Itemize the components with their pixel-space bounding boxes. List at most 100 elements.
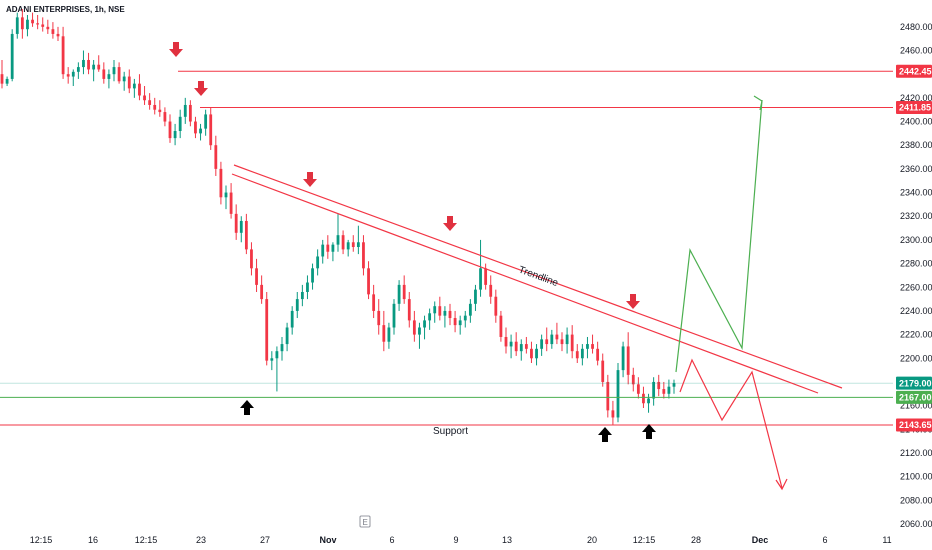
price-tick-label: 2220.00 <box>900 330 932 340</box>
candle-body <box>148 100 152 105</box>
events-icon-glyph: E <box>363 518 368 527</box>
candle-body <box>484 268 488 285</box>
candle-body <box>530 348 533 359</box>
candle-body <box>117 67 121 82</box>
candle-body <box>15 17 19 34</box>
candle-body <box>61 36 65 75</box>
up-arrows <box>240 400 656 442</box>
events-marker[interactable]: E <box>359 515 371 528</box>
candle-body <box>463 315 467 321</box>
resistance-2-badge-label: 2411.85 <box>899 103 931 113</box>
candle-body <box>509 341 513 347</box>
candle-body <box>270 358 274 361</box>
candle-body <box>367 268 370 295</box>
candle-body <box>229 192 233 214</box>
time-tick-label: 16 <box>88 535 98 545</box>
candle-body <box>102 69 106 79</box>
candle-body <box>596 348 600 361</box>
price-tick-label: 2100.00 <box>900 472 932 482</box>
candle-body <box>545 339 549 345</box>
down-arrow-icon <box>169 42 183 57</box>
candle-body <box>326 244 330 252</box>
candle-body <box>560 339 564 345</box>
candle-body <box>260 284 264 300</box>
candle-body <box>311 268 314 283</box>
price-tick-label: 2460.00 <box>900 46 932 56</box>
candle-body <box>76 67 80 72</box>
candle-body <box>244 220 248 250</box>
time-axis[interactable]: 12:15 16 12:15 23 27 Nov 6 9 13 20 12:15 28 Dec 6 11 <box>30 535 892 545</box>
candle-body <box>657 381 661 390</box>
candle-body <box>280 344 284 352</box>
candle-body <box>672 383 676 387</box>
candle-body <box>122 76 126 82</box>
events-icon[interactable] <box>359 515 371 528</box>
candle-body <box>621 346 625 371</box>
trendline-lower[interactable] <box>231 173 819 394</box>
bearish-projection-path <box>679 358 783 489</box>
candle-body <box>468 303 472 316</box>
candle-body <box>580 348 584 359</box>
candle-body <box>336 235 340 245</box>
chart-title: ADANI ENTERPRISES, 1h, NSE <box>6 5 125 14</box>
candle-body <box>209 114 213 146</box>
candle-body <box>214 145 218 169</box>
candle-body <box>362 242 365 269</box>
candle-body <box>97 64 101 70</box>
candle-body <box>351 242 355 248</box>
candle-body <box>652 381 656 399</box>
candle-body <box>616 370 620 418</box>
candle-body <box>199 128 202 134</box>
candle-body <box>514 341 518 352</box>
candle-body <box>265 299 269 361</box>
candle-body <box>356 242 360 248</box>
candle-body <box>36 23 40 25</box>
candle-body <box>5 78 9 84</box>
candle-body <box>611 410 615 418</box>
candle-body <box>87 59 90 70</box>
candle-body <box>188 104 192 122</box>
price-tick-label: 2400.00 <box>900 117 932 127</box>
candle-body <box>250 249 253 269</box>
time-tick-label: 12:15 <box>633 535 656 545</box>
candle-body <box>377 310 381 326</box>
candle-body <box>382 325 386 342</box>
down-arrow-icon <box>194 81 208 96</box>
candle-body <box>178 116 182 132</box>
candle-body <box>412 320 416 335</box>
candle-body <box>499 315 503 337</box>
trendline-upper[interactable] <box>233 164 843 389</box>
candle-body <box>667 386 671 394</box>
price-tick-label: 2320.00 <box>900 211 932 221</box>
time-tick-label: 12:15 <box>135 535 158 545</box>
time-tick-label: 20 <box>587 535 597 545</box>
price-tick-label: 2060.00 <box>900 519 932 529</box>
candle-body <box>290 310 294 328</box>
candle-body <box>570 334 574 352</box>
candle-body <box>219 168 223 198</box>
support-level-green-badge <box>896 390 932 404</box>
candle-body <box>647 398 650 404</box>
candle-body <box>300 291 304 300</box>
candle-body <box>642 393 645 404</box>
candle-body <box>586 344 589 349</box>
price-tick-label: 2260.00 <box>900 282 932 292</box>
resistance-1-badge <box>896 64 932 78</box>
candle-body <box>66 74 70 77</box>
candle-body <box>56 33 60 37</box>
time-tick-label: 6 <box>822 535 827 545</box>
candle-body <box>295 299 299 311</box>
candle-body <box>132 83 136 89</box>
candle-body <box>397 284 401 304</box>
support-label: Support <box>433 426 468 437</box>
candle-body <box>504 336 508 347</box>
price-tick-label: 2240.00 <box>900 306 932 316</box>
candle-body <box>153 104 157 110</box>
candle-body <box>239 220 243 233</box>
candle-body <box>392 303 396 328</box>
price-tick-label: 2160.00 <box>900 401 932 411</box>
candle-body <box>234 213 238 233</box>
candle-body <box>479 268 482 290</box>
candle-body <box>591 344 594 349</box>
candle-body <box>474 289 477 304</box>
